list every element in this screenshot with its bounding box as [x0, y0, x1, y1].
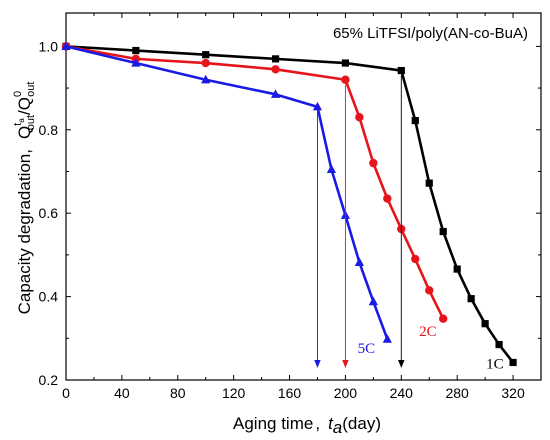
plot-frame: [65, 12, 542, 381]
point-marker-2C: [341, 75, 350, 84]
axes-layer: 0 40 80 120 160 200 240 280 320 0.2 0.4 0.6 0.8 1.0: [39, 12, 542, 401]
x-axis-title: Aging time, ta(day): [233, 414, 381, 437]
point-marker-2C: [383, 194, 392, 203]
point-marker-1C: [411, 116, 419, 125]
point-marker-1C: [132, 46, 140, 55]
series-line-5C: [65, 45, 389, 340]
y-tick-label: 0.8: [39, 122, 59, 138]
point-marker-2C: [355, 113, 364, 122]
y-tick-label: 1.0: [39, 38, 59, 54]
y-axis-title-sub-out: out: [25, 115, 37, 130]
x-tick-label: 120: [222, 385, 246, 401]
series-label-5C: 5C: [358, 341, 376, 357]
y-tick-label: 0.6: [39, 205, 59, 221]
y-axis-title-sub-out-2: out: [25, 82, 37, 97]
x-axis-title-var: t: [328, 414, 334, 433]
y-axis-title-sup-t: t: [12, 123, 24, 126]
point-marker-1C: [271, 55, 280, 63]
y-axis-title-sup-0: 0: [12, 91, 24, 97]
arrow-head-5C: [314, 360, 321, 368]
point-marker-5C: [201, 74, 211, 84]
point-marker-1C: [341, 59, 350, 67]
annotation-layer: 5C 2C 1C: [314, 75, 504, 372]
y-axis-title-main: Capacity degradation: [15, 154, 34, 315]
x-axis-title-unit: (day): [342, 414, 381, 433]
point-marker-2C: [201, 58, 210, 68]
x-axis-title-main: Aging time: [233, 414, 313, 433]
series-line-1C: [65, 45, 515, 364]
series-label-1C: 1C: [486, 356, 504, 372]
point-marker-1C: [425, 179, 433, 187]
point-marker-1C: [467, 295, 475, 303]
x-tick-label: 240: [390, 385, 414, 401]
y-tick-label: 0.4: [39, 289, 59, 305]
point-marker-5C: [368, 296, 378, 306]
y-axis-title: Capacity degradation,Qtaout/Q0out: [12, 82, 37, 315]
point-marker-5C: [61, 41, 71, 50]
point-marker-5C: [270, 89, 281, 98]
x-tick-label: 0: [62, 385, 70, 401]
x-tick-label: 160: [278, 385, 302, 401]
x-tick-label: 280: [445, 385, 469, 401]
point-marker-1C: [453, 265, 461, 273]
y-axis-title-slash: /Q: [15, 97, 34, 115]
arrow-head-2C: [342, 360, 349, 368]
svg-text:Capacity degradation,Qtaout/Q0: Capacity degradation,Qtaout/Q0out: [12, 82, 37, 315]
point-marker-2C: [411, 254, 420, 264]
point-marker-5C: [354, 257, 364, 266]
y-axis-title-sup-a: a: [17, 118, 26, 123]
point-marker-1C: [202, 51, 210, 59]
point-marker-5C: [312, 101, 323, 111]
point-marker-1C: [481, 320, 489, 328]
series-line-2C: [65, 45, 445, 320]
point-marker-2C: [425, 286, 434, 295]
x-axis-title-sub: a: [333, 418, 342, 437]
point-marker-5C: [326, 164, 337, 173]
point-marker-2C: [439, 314, 448, 323]
point-marker-2C: [369, 158, 378, 168]
x-tick-label: 200: [334, 385, 358, 401]
chart-title: 65% LiTFSI/poly(AN-co-BuA): [333, 25, 528, 42]
x-axis-title-sep: ,: [315, 414, 320, 433]
series-label-2C: 2C: [419, 324, 437, 340]
x-tick-label: 320: [501, 385, 525, 401]
point-marker-1C: [439, 227, 447, 236]
y-tick-label: 0.2: [39, 372, 59, 388]
y-axis-title-q: Q: [15, 126, 34, 139]
point-marker-2C: [271, 65, 280, 74]
series-layer: [61, 41, 517, 367]
point-marker-5C: [382, 334, 392, 343]
point-marker-1C: [397, 66, 405, 75]
point-marker-5C: [131, 58, 141, 67]
point-marker-1C: [509, 358, 517, 367]
y-axis-title-sep: ,: [15, 149, 34, 154]
arrow-head-1C: [398, 360, 405, 368]
x-tick-label: 80: [170, 385, 186, 401]
point-marker-1C: [495, 340, 503, 349]
x-tick-label: 40: [114, 385, 130, 401]
